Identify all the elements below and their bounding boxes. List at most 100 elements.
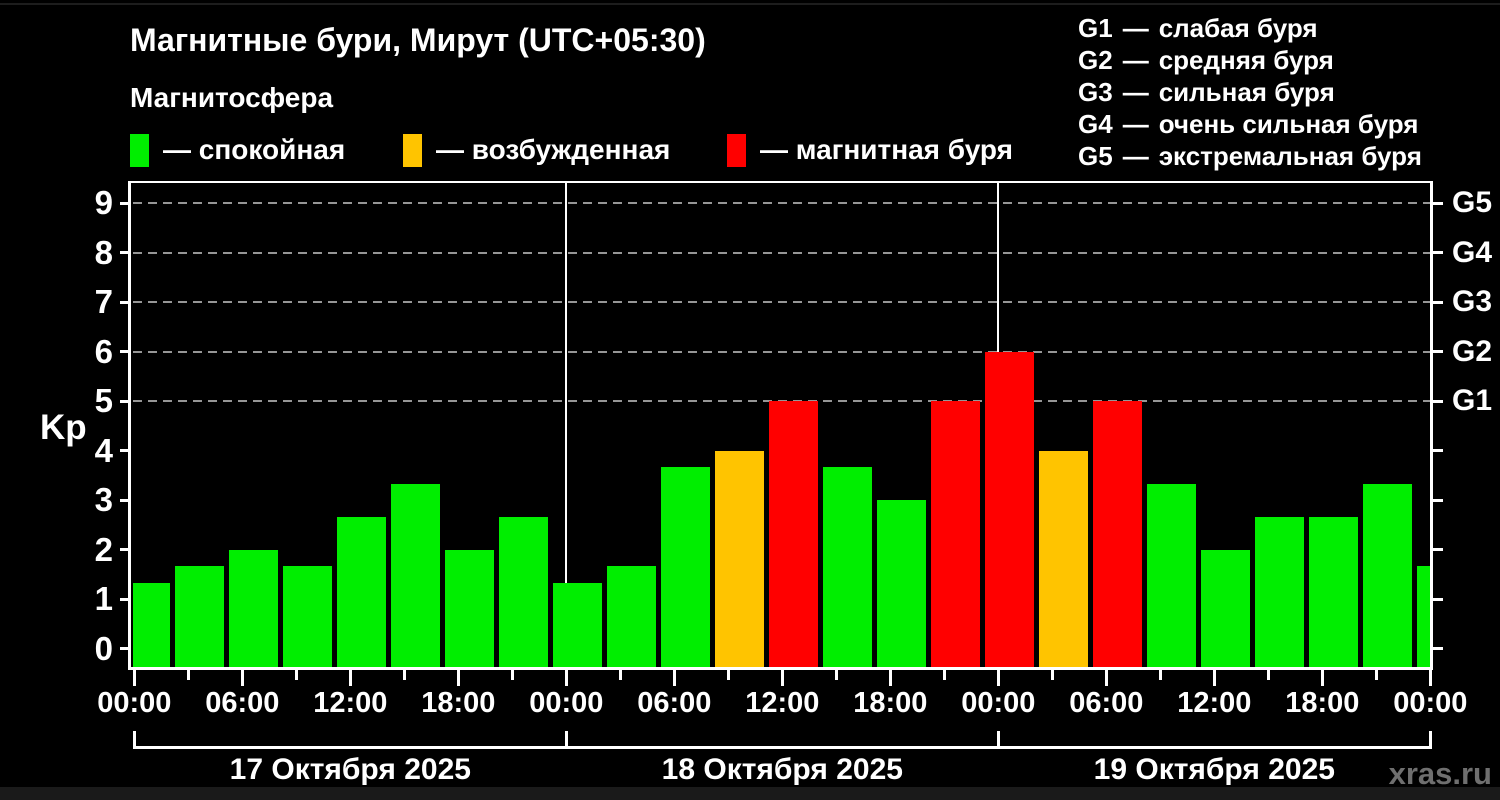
kp-bar xyxy=(1093,401,1142,667)
y-tickmark xyxy=(120,251,130,255)
kp-bar xyxy=(175,566,224,667)
x-tick-label: 06:00 xyxy=(205,687,280,719)
kp-bar xyxy=(1147,483,1196,667)
right-tickmark xyxy=(1433,498,1443,502)
x-tick-label: 00:00 xyxy=(529,687,604,719)
x-major-tick xyxy=(780,670,784,686)
magnetosphere-label: Магнитосфера xyxy=(130,82,334,113)
g-level-label: G5 xyxy=(1452,186,1493,220)
right-tickmark xyxy=(1433,300,1443,304)
kp-bar xyxy=(553,582,602,667)
x-minor-tick xyxy=(618,670,622,680)
kp-bar xyxy=(133,582,170,667)
right-spine xyxy=(1430,181,1433,670)
x-major-tick xyxy=(1104,670,1108,686)
y-tick-label: 8 xyxy=(94,233,113,271)
x-tick-label: 00:00 xyxy=(1393,687,1468,719)
x-tick-label: 12:00 xyxy=(313,687,388,719)
x-major-tick xyxy=(132,670,136,686)
x-minor-tick xyxy=(1050,670,1054,680)
x-tick-label: 12:00 xyxy=(1177,687,1252,719)
kp-bar xyxy=(823,467,872,667)
kp-bar xyxy=(1363,483,1412,667)
date-label: 18 Октября 2025 xyxy=(661,753,903,786)
date-bracket-tick xyxy=(564,731,568,749)
kp-bar xyxy=(985,351,1034,667)
x-tick-label: 06:00 xyxy=(1069,687,1144,719)
kp-bar xyxy=(769,401,818,667)
x-minor-tick xyxy=(294,670,298,680)
plot-area xyxy=(133,183,1430,667)
y-tick-label: 7 xyxy=(94,283,113,321)
x-minor-tick xyxy=(942,670,946,680)
gridline-kp8 xyxy=(133,251,1430,254)
x-minor-tick xyxy=(510,670,514,680)
y-tickmark xyxy=(120,647,130,651)
y-tickmark xyxy=(120,399,130,403)
right-tickmark xyxy=(1433,449,1443,453)
watermark: xras.ru xyxy=(1388,756,1492,791)
date-bracket-tick xyxy=(996,731,1000,749)
kp-bar xyxy=(337,516,386,667)
x-major-tick xyxy=(888,670,892,686)
x-major-tick xyxy=(1428,670,1432,686)
x-major-tick xyxy=(564,670,568,686)
x-tick-label: 06:00 xyxy=(637,687,712,719)
y-tickmark xyxy=(120,201,130,205)
y-tick-label: 3 xyxy=(94,481,113,519)
y-tick-label: 9 xyxy=(94,184,113,222)
g-level-label: G2 xyxy=(1452,334,1493,368)
y-tick-label: 5 xyxy=(94,382,113,420)
date-label: 19 Октября 2025 xyxy=(1093,753,1335,786)
kp-bar xyxy=(661,467,710,667)
kp-bar xyxy=(607,566,656,667)
y-tick-label: 6 xyxy=(94,332,113,370)
g-legend-row: G5— экстремальная буря xyxy=(1078,141,1422,171)
date-bracket xyxy=(134,746,1431,749)
x-major-tick xyxy=(1320,670,1324,686)
x-minor-tick xyxy=(726,670,730,680)
x-major-tick xyxy=(1212,670,1216,686)
x-tick-label: 18:00 xyxy=(421,687,496,719)
legend-label: — спокойная xyxy=(163,134,346,165)
g-legend-row: G4— очень сильная буря xyxy=(1078,109,1419,139)
y-tickmark xyxy=(120,350,130,354)
right-tickmark xyxy=(1433,548,1443,552)
gridline-kp5 xyxy=(133,400,1430,403)
x-tick-label: 12:00 xyxy=(745,687,820,719)
right-tickmark xyxy=(1433,251,1443,255)
g-level-label: G3 xyxy=(1452,285,1493,319)
bottom-spine xyxy=(128,667,1433,670)
right-tickmark xyxy=(1433,350,1443,354)
x-tick-label: 18:00 xyxy=(853,687,928,719)
x-minor-tick xyxy=(1374,670,1378,680)
x-major-tick xyxy=(996,670,1000,686)
kp-bar xyxy=(499,516,548,667)
gridline-kp9 xyxy=(133,202,1430,205)
legend-swatch xyxy=(130,133,149,167)
g-legend-row: G3— сильная буря xyxy=(1078,77,1335,107)
g-scale-legend: G1— слабая буря G2— средняя буря G3— сильная … xyxy=(1078,12,1422,172)
legend-item: — магнитная буря xyxy=(727,133,1013,167)
kp-bar xyxy=(1039,450,1088,667)
legend-label: — магнитная буря xyxy=(760,134,1013,165)
y-tickmark xyxy=(120,548,130,552)
x-minor-tick xyxy=(1158,670,1162,680)
y-axis-title: Kp xyxy=(40,408,87,447)
day-divider xyxy=(565,183,568,667)
top-spine xyxy=(128,181,1433,183)
chart-title: Магнитные бури, Мирут (UTC+05:30) xyxy=(130,22,706,58)
x-tick-label: 00:00 xyxy=(961,687,1036,719)
y-tick-label: 1 xyxy=(94,580,113,618)
y-tickmark xyxy=(120,597,130,601)
x-minor-tick xyxy=(834,670,838,680)
x-major-tick xyxy=(672,670,676,686)
kp-bar xyxy=(877,500,926,667)
legend-swatch xyxy=(403,133,422,167)
kp-bar xyxy=(391,483,440,667)
x-minor-tick xyxy=(1266,670,1270,680)
date-bracket-tick xyxy=(132,731,136,749)
x-tick-label: 00:00 xyxy=(97,687,172,719)
g-level-label: G4 xyxy=(1452,235,1493,269)
